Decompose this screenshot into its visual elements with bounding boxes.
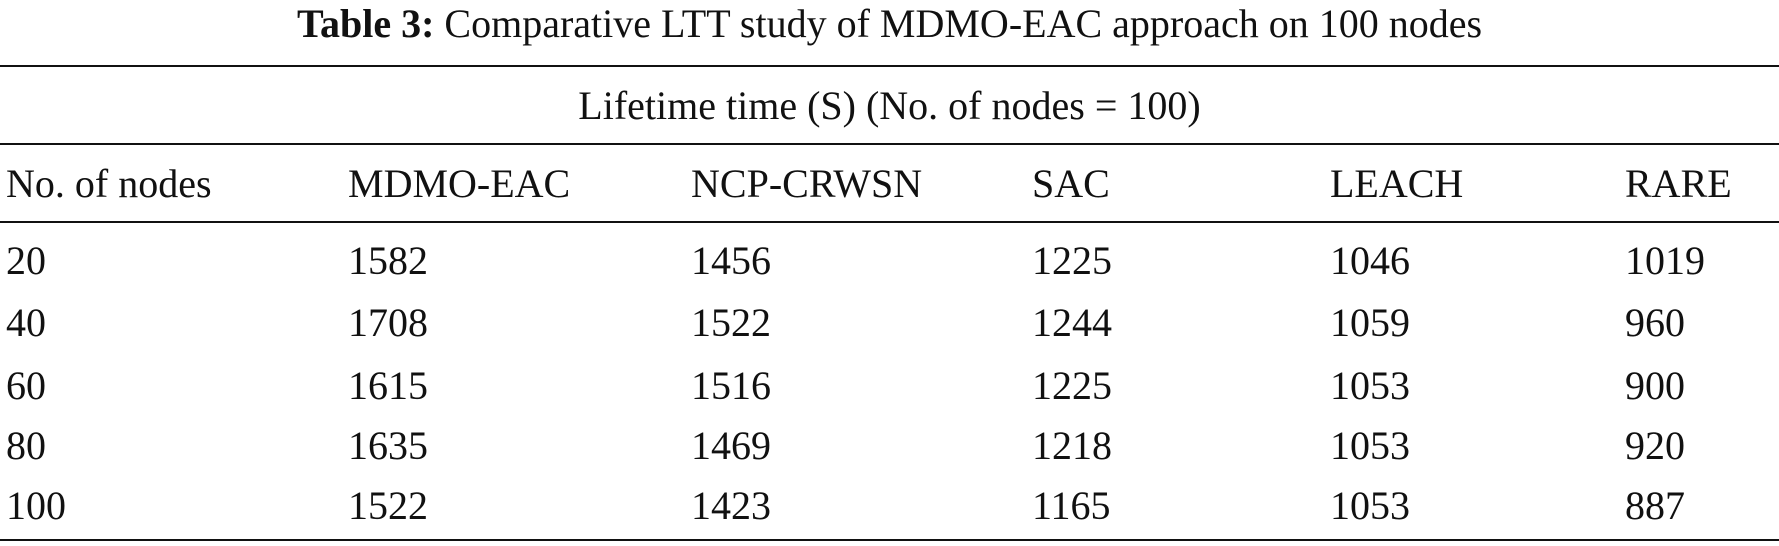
column-header: NCP-CRWSN bbox=[691, 161, 923, 206]
table-cell: 1225 bbox=[1032, 363, 1112, 408]
table-cell: 40 bbox=[6, 300, 46, 345]
table-cell: 1053 bbox=[1330, 483, 1410, 528]
column-header: RARE bbox=[1625, 161, 1732, 206]
table-cell: 900 bbox=[1625, 363, 1685, 408]
bottom-rule bbox=[0, 539, 1779, 541]
table-caption: Table 3: Comparative LTT study of MDMO-EA… bbox=[0, 2, 1779, 46]
table-cell: 1522 bbox=[691, 300, 771, 345]
table-cell: 1635 bbox=[348, 423, 428, 468]
column-header: MDMO-EAC bbox=[348, 161, 571, 206]
table-cell: 100 bbox=[6, 483, 66, 528]
table-cell: 1165 bbox=[1032, 483, 1111, 528]
table-cell: 60 bbox=[6, 363, 46, 408]
table-cell: 1522 bbox=[348, 483, 428, 528]
table-cell: 1708 bbox=[348, 300, 428, 345]
table-cell: 1244 bbox=[1032, 300, 1112, 345]
table-cell: 1046 bbox=[1330, 238, 1410, 283]
top-rule bbox=[0, 65, 1779, 67]
table-cell: 1423 bbox=[691, 483, 771, 528]
table-cell: 1053 bbox=[1330, 363, 1410, 408]
table-cell: 1469 bbox=[691, 423, 771, 468]
table-cell: 1053 bbox=[1330, 423, 1410, 468]
caption-label: Table 3: bbox=[296, 1, 435, 46]
table-cell: 1059 bbox=[1330, 300, 1410, 345]
header-rule bbox=[0, 221, 1779, 223]
table-cell: 920 bbox=[1625, 423, 1685, 468]
table-cell: 1218 bbox=[1032, 423, 1112, 468]
spanning-header: Lifetime time (S) (No. of nodes = 100) bbox=[578, 83, 1201, 128]
table-cell: 80 bbox=[6, 423, 46, 468]
mid-rule bbox=[0, 143, 1779, 145]
table-cell: 887 bbox=[1625, 483, 1685, 528]
table-cell: 1516 bbox=[691, 363, 771, 408]
table-cell: 1019 bbox=[1625, 238, 1705, 283]
table-cell: 20 bbox=[6, 238, 46, 283]
table-cell: 1615 bbox=[348, 363, 428, 408]
caption-text: Comparative LTT study of MDMO-EAC approa… bbox=[444, 1, 1483, 46]
column-header: SAC bbox=[1032, 161, 1110, 206]
column-header: LEACH bbox=[1330, 161, 1464, 206]
table-cell: 1456 bbox=[691, 238, 771, 283]
column-header: No. of nodes bbox=[6, 161, 212, 206]
table-cell: 1582 bbox=[348, 238, 428, 283]
table-cell: 960 bbox=[1625, 300, 1685, 345]
table-cell: 1225 bbox=[1032, 238, 1112, 283]
